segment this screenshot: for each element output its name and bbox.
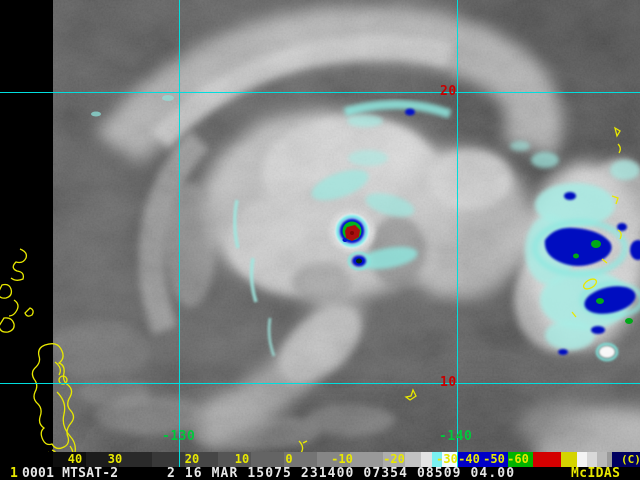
temperature-colorbar: 40 30 20 10 0 -10 -20 -30 -40 -50 -60 (C… [53,452,640,467]
latitude-grid-line-10 [0,383,640,384]
lat-label-20: 20 [440,84,457,99]
colorbar-tick-0: 0 [285,452,293,466]
colorbar-tick-m30: -30 [436,452,458,466]
colorbar-tick-m60: -60 [507,452,529,466]
cold-top-enhancement [91,95,640,362]
colorbar-tick-40: 40 [67,452,83,466]
bottom-strip: 40 30 20 10 0 -10 -20 -30 -40 -50 -60 (C… [0,452,640,480]
coldest-top-enhancement [405,108,640,355]
lat-label-10: 10 [440,375,457,390]
image-edge-black-strip [0,0,53,452]
lon-label-130: -130 [162,429,196,444]
status-bar: 1 0001 MTSAT-2 2 16 MAR 15075 231400 073… [0,467,640,480]
colorbar-unit-label: (C) [621,453,640,466]
image-info-line: 2 16 MAR 15075 231400 07354 08509 04.00 [167,466,516,480]
longitude-grid-line-140 [457,0,458,467]
colorbar-tick-m40: -40 [458,452,480,466]
colorbar-tick-m50: -50 [483,452,505,466]
longitude-grid-line-130 [179,0,180,467]
colorbar-tick-10: 10 [234,452,250,466]
colorbar-tick-m10: -10 [331,452,353,466]
colorbar-tick-20: 20 [184,452,200,466]
frame-number: 1 [10,466,19,480]
satellite-image-canvas[interactable] [0,0,640,452]
colorbar-tick-30: 30 [107,452,123,466]
coastline-overlay [0,126,622,452]
colorbar-tick-m20: -20 [383,452,405,466]
mcidas-brand: McIDAS [571,466,621,480]
latitude-grid-line-20 [0,92,640,93]
cyclone-eye [335,214,371,271]
infrared-cloud-image [0,0,640,452]
sensor-label: 0001 MTSAT-2 [22,466,119,480]
lon-label-140: -140 [439,429,473,444]
